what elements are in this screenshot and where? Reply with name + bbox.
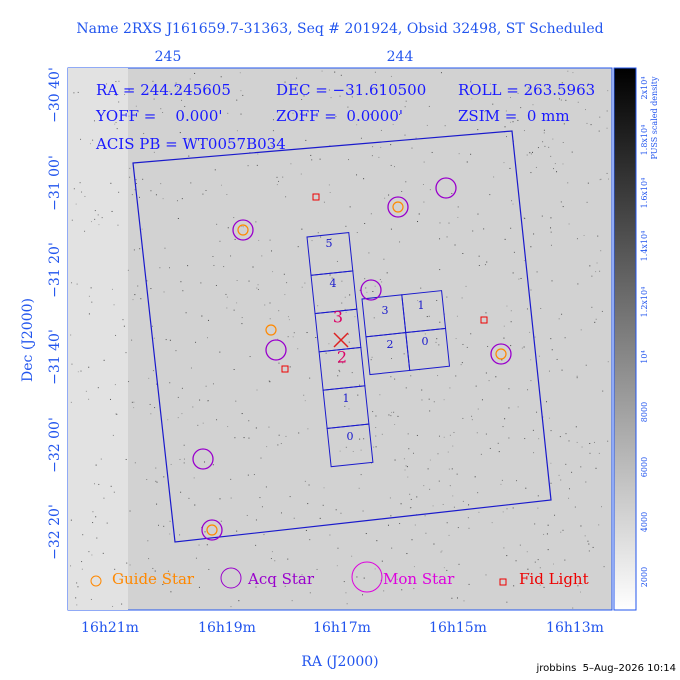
footer: jrobbins 5–Aug–2026 10:14 xyxy=(535,663,676,674)
fid-lights xyxy=(281,193,488,373)
top-tick-label: 244 xyxy=(387,49,414,65)
chip-label: 3 xyxy=(382,304,389,317)
colorbar-tick-label: 10⁴ xyxy=(640,350,649,363)
legend-symbol xyxy=(499,578,507,586)
info: RA = 244.245605 xyxy=(96,81,231,99)
info: YOFF = 0.000' xyxy=(95,107,223,125)
x-tick-label: 16h13m xyxy=(546,620,604,636)
y-tick-label: −30 40' xyxy=(47,67,63,123)
i-array xyxy=(361,290,451,376)
colorbar-tick-label: 1.2x10⁴ xyxy=(640,287,649,318)
colorbar-tick-label: 4000 xyxy=(640,512,649,532)
colorbar-tick-label: 1.4x10⁴ xyxy=(640,231,649,262)
colorbar-tick-label: 2000 xyxy=(640,567,649,587)
colorbar-tick-label: 1.8x10⁴ xyxy=(640,125,649,156)
x-tick-label: 16h19m xyxy=(198,620,256,636)
stars-field xyxy=(70,70,610,609)
colorbar-tick-label: 6000 xyxy=(640,457,649,477)
y-tick-label: −32 00' xyxy=(47,417,63,473)
chip-label: 0 xyxy=(347,430,354,443)
legend-symbol xyxy=(220,567,242,589)
chip-label: 1 xyxy=(418,299,425,312)
chip-label: 1 xyxy=(343,392,350,405)
y-tick-label: −31 00' xyxy=(47,155,63,211)
guide-stars xyxy=(206,201,507,536)
legend-label: Mon Star xyxy=(383,570,455,588)
y-tick-label: −31 40' xyxy=(47,329,63,385)
info: ZSIM = 0 mm xyxy=(458,107,570,125)
legend-symbol xyxy=(90,575,102,587)
x-tick-label: 16h15m xyxy=(429,620,487,636)
info: ROLL = 263.5963 xyxy=(458,81,595,99)
top-tick-label: 245 xyxy=(155,49,182,65)
info: ACIS PB = WT0057B034 xyxy=(95,135,286,153)
y-tick-label: −32 20' xyxy=(47,504,63,560)
legend-label: Fid Light xyxy=(519,570,589,588)
s-array xyxy=(306,232,374,468)
colorbar-tick-label: 1.6x10⁴ xyxy=(640,178,649,209)
chip-label: 2 xyxy=(337,348,347,367)
colorbar-tick-label: 8000 xyxy=(640,402,649,422)
y-tick-label: −31 20' xyxy=(47,242,63,298)
chip-label: 2 xyxy=(387,338,394,351)
chip-label: 3 xyxy=(333,308,343,327)
info: DEC = −31.610500 xyxy=(276,81,426,99)
image-strip xyxy=(68,68,128,610)
aimpoint xyxy=(333,332,349,348)
colorbar xyxy=(613,67,637,611)
chip-label: 5 xyxy=(326,237,333,250)
colorbar-tick-label: 2x10⁴ xyxy=(640,77,649,100)
title: Name 2RXS J161659.7-31363, Seq # 201924,… xyxy=(76,21,603,37)
x-axis-title: RA (J2000) xyxy=(301,654,378,670)
acq-stars xyxy=(192,177,512,541)
chip-label: 4 xyxy=(330,277,337,290)
field-box xyxy=(132,130,552,543)
legend-label: Acq Star xyxy=(247,570,315,588)
colorbar-title: PUSS scaled density xyxy=(650,76,659,160)
info: ZOFF = 0.0000' xyxy=(276,107,403,125)
chip-label: 0 xyxy=(422,335,429,348)
x-tick-label: 16h17m xyxy=(313,620,371,636)
y-axis-title: Dec (J2000) xyxy=(20,298,36,382)
x-tick-label: 16h21m xyxy=(81,620,139,636)
legend-symbol xyxy=(351,561,383,593)
legend-label: Guide Star xyxy=(112,570,195,588)
